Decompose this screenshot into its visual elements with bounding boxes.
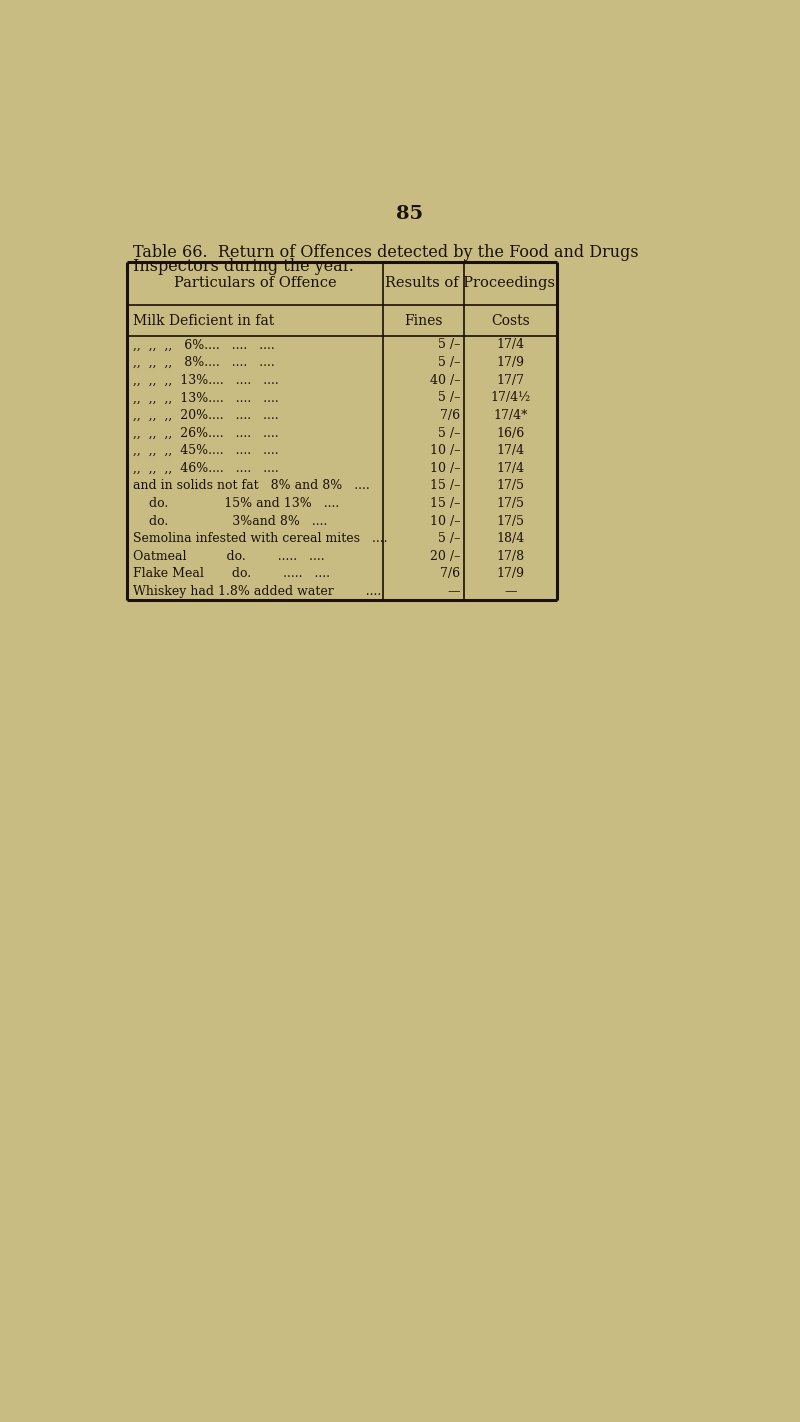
Text: Costs: Costs [491, 314, 530, 328]
Text: 7/6: 7/6 [440, 567, 460, 580]
Text: Whiskey had 1.8% added water        ....: Whiskey had 1.8% added water .... [134, 584, 382, 599]
Text: 5 /–: 5 /– [438, 427, 460, 439]
Text: 17/8: 17/8 [497, 550, 525, 563]
Text: 15 /–: 15 /– [430, 479, 460, 492]
Text: Particulars of Offence: Particulars of Offence [174, 276, 336, 290]
Text: ,,  ,,  ,,   8%....   ....   ....: ,, ,, ,, 8%.... .... .... [134, 356, 275, 370]
Text: 20 /–: 20 /– [430, 550, 460, 563]
Text: Fines: Fines [404, 314, 443, 328]
Text: 17/9: 17/9 [497, 567, 525, 580]
Text: 17/5: 17/5 [497, 496, 525, 510]
Text: ,,  ,,  ,,  13%....   ....   ....: ,, ,, ,, 13%.... .... .... [134, 374, 279, 387]
Text: 10 /–: 10 /– [430, 515, 460, 528]
Text: 15 /–: 15 /– [430, 496, 460, 510]
Text: 17/4*: 17/4* [494, 410, 528, 422]
Text: 10 /–: 10 /– [430, 462, 460, 475]
Text: Milk Deficient in fat: Milk Deficient in fat [134, 314, 274, 328]
Text: ,,  ,,  ,,  45%....   ....   ....: ,, ,, ,, 45%.... .... .... [134, 444, 279, 456]
Text: 17/4: 17/4 [497, 462, 525, 475]
Text: 5 /–: 5 /– [438, 356, 460, 370]
Text: —: — [448, 584, 460, 599]
Text: 17/9: 17/9 [497, 356, 525, 370]
Text: and in solids not fat   8% and 8%   ....: and in solids not fat 8% and 8% .... [134, 479, 370, 492]
Text: 5 /–: 5 /– [438, 338, 460, 351]
Text: —: — [505, 584, 517, 599]
Text: Results of Proceedings: Results of Proceedings [385, 276, 555, 290]
Text: Table 66.  Return of Offences detected by the Food and Drugs: Table 66. Return of Offences detected by… [133, 243, 638, 260]
Text: 18/4: 18/4 [497, 532, 525, 545]
Text: ,,  ,,  ,,  26%....   ....   ....: ,, ,, ,, 26%.... .... .... [134, 427, 279, 439]
Text: 10 /–: 10 /– [430, 444, 460, 456]
Text: 16/6: 16/6 [497, 427, 525, 439]
Text: do.                3%and 8%   ....: do. 3%and 8% .... [134, 515, 328, 528]
Text: 17/4: 17/4 [497, 338, 525, 351]
Text: 85: 85 [397, 205, 423, 223]
Text: 5 /–: 5 /– [438, 532, 460, 545]
Text: 5 /–: 5 /– [438, 391, 460, 404]
Text: 7/6: 7/6 [440, 410, 460, 422]
Text: 17/5: 17/5 [497, 515, 525, 528]
Text: Inspectors during the year.: Inspectors during the year. [133, 259, 354, 276]
Text: Flake Meal       do.        .....   ....: Flake Meal do. ..... .... [134, 567, 330, 580]
Text: Oatmeal          do.        .....   ....: Oatmeal do. ..... .... [134, 550, 325, 563]
Text: do.              15% and 13%   ....: do. 15% and 13% .... [134, 496, 339, 510]
Text: 17/7: 17/7 [497, 374, 525, 387]
Text: ,,  ,,  ,,  13%....   ....   ....: ,, ,, ,, 13%.... .... .... [134, 391, 279, 404]
Text: 17/4½: 17/4½ [490, 391, 531, 404]
Text: ,,  ,,  ,,  20%....   ....   ....: ,, ,, ,, 20%.... .... .... [134, 410, 279, 422]
Text: 40 /–: 40 /– [430, 374, 460, 387]
Text: Semolina infested with cereal mites   ....: Semolina infested with cereal mites .... [134, 532, 388, 545]
Text: ,,  ,,  ,,  46%....   ....   ....: ,, ,, ,, 46%.... .... .... [134, 462, 279, 475]
Text: 17/4: 17/4 [497, 444, 525, 456]
Text: 17/5: 17/5 [497, 479, 525, 492]
Text: ,,  ,,  ,,   6%....   ....   ....: ,, ,, ,, 6%.... .... .... [134, 338, 275, 351]
